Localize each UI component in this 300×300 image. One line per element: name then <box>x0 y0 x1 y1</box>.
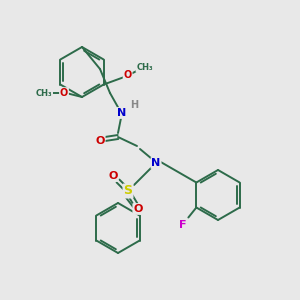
Text: N: N <box>117 108 127 118</box>
Text: O: O <box>108 171 118 181</box>
Text: CH₃: CH₃ <box>136 63 153 72</box>
Text: O: O <box>133 204 143 214</box>
Text: CH₃: CH₃ <box>36 88 52 98</box>
Text: F: F <box>178 220 186 230</box>
Text: O: O <box>124 70 132 80</box>
Text: O: O <box>95 136 105 146</box>
Text: H: H <box>130 100 138 110</box>
Text: S: S <box>124 184 133 197</box>
Text: N: N <box>152 158 160 168</box>
Text: O: O <box>60 88 68 98</box>
